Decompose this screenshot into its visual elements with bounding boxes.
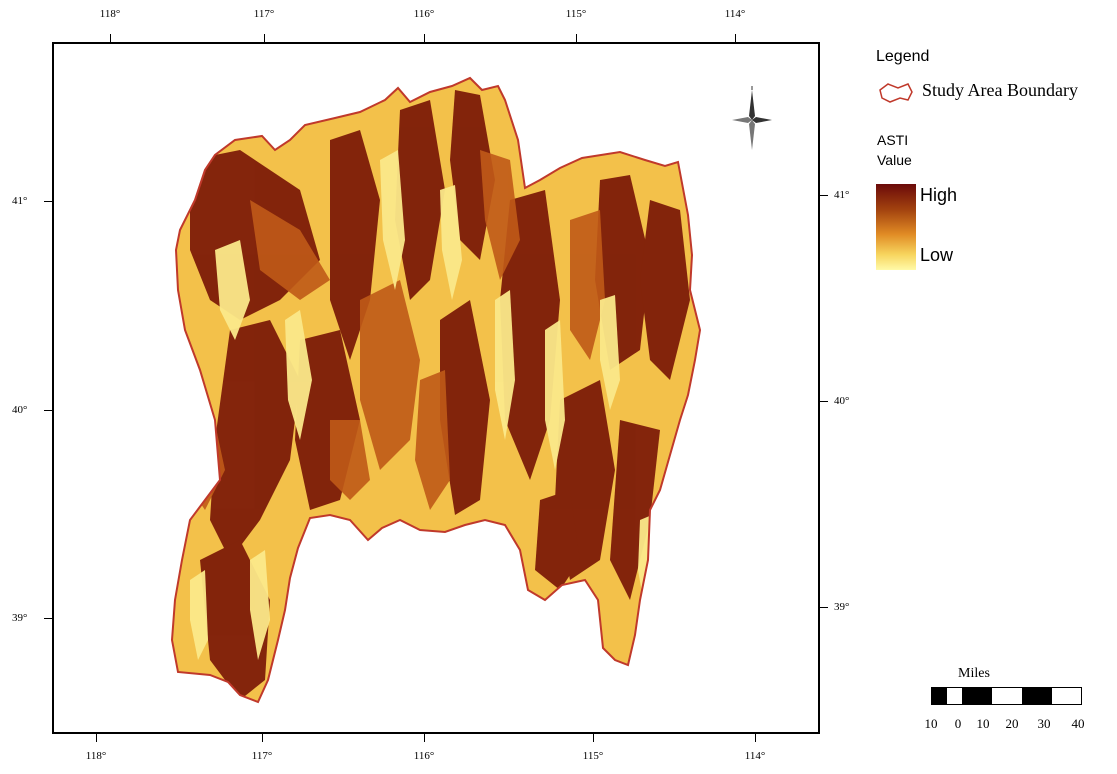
polygon-outline-icon bbox=[879, 83, 913, 103]
left-latitude-label: 40° bbox=[12, 404, 28, 416]
scale-segment bbox=[992, 688, 1022, 704]
asti-color-ramp bbox=[876, 184, 916, 270]
scale-segment bbox=[1052, 688, 1081, 704]
graticule-tick bbox=[735, 34, 736, 42]
scale-segment bbox=[932, 688, 947, 704]
asti-layer-title: ASTI bbox=[877, 132, 909, 148]
scale-segment bbox=[1022, 688, 1052, 704]
graticule-tick bbox=[593, 734, 594, 742]
ramp-high-label: High bbox=[920, 185, 958, 205]
graticule-tick bbox=[424, 34, 425, 42]
top-longitude-label: 118° bbox=[99, 8, 121, 20]
graticule-tick bbox=[96, 734, 97, 742]
graticule-tick bbox=[755, 734, 756, 742]
scale-bar-label: 20 bbox=[1005, 716, 1019, 731]
scale-bar-label: 10 bbox=[924, 716, 938, 731]
graticule-tick bbox=[44, 618, 52, 619]
bottom-longitude-label: 115° bbox=[582, 750, 604, 762]
scale-bar-label: 0 bbox=[954, 716, 962, 731]
top-longitude-label: 115° bbox=[565, 8, 587, 20]
top-longitude-label: 117° bbox=[253, 8, 275, 20]
bottom-longitude-label: 116° bbox=[413, 750, 435, 762]
scale-segment bbox=[962, 688, 992, 704]
legend-title: Legend bbox=[876, 48, 930, 65]
right-latitude-label: 39° bbox=[834, 601, 850, 613]
graticule-tick bbox=[44, 201, 52, 202]
scale-segment bbox=[947, 688, 962, 704]
bottom-longitude-label: 118° bbox=[85, 750, 107, 762]
top-longitude-label: 114° bbox=[724, 8, 746, 20]
graticule-tick bbox=[820, 195, 828, 196]
graticule-tick bbox=[110, 34, 111, 42]
scale-bar-label: 30 bbox=[1037, 716, 1051, 731]
left-latitude-label: 39° bbox=[12, 612, 28, 624]
graticule-tick bbox=[820, 401, 828, 402]
graticule-tick bbox=[820, 607, 828, 608]
asti-value-label: Value bbox=[877, 152, 912, 168]
scale-bar-label: 10 bbox=[976, 716, 990, 731]
bottom-longitude-label: 114° bbox=[744, 750, 766, 762]
scale-bar-title: Miles bbox=[958, 666, 990, 681]
graticule-tick bbox=[44, 410, 52, 411]
top-longitude-label: 116° bbox=[413, 8, 435, 20]
scale-bar-label: 40 bbox=[1071, 716, 1085, 731]
scale-bar bbox=[931, 687, 1082, 705]
graticule-tick bbox=[576, 34, 577, 42]
right-latitude-label: 40° bbox=[834, 395, 850, 407]
graticule-tick bbox=[264, 34, 265, 42]
right-latitude-label: 41° bbox=[834, 189, 850, 201]
graticule-tick bbox=[262, 734, 263, 742]
boundary-legend-label: Study Area Boundary bbox=[922, 80, 1078, 100]
asti-legend-heading: ASTI Value bbox=[877, 130, 912, 170]
left-latitude-label: 41° bbox=[12, 195, 28, 207]
ramp-low-label: Low bbox=[920, 245, 954, 265]
bottom-longitude-label: 117° bbox=[251, 750, 273, 762]
north-arrow-icon bbox=[732, 86, 772, 150]
graticule-tick bbox=[424, 734, 425, 742]
